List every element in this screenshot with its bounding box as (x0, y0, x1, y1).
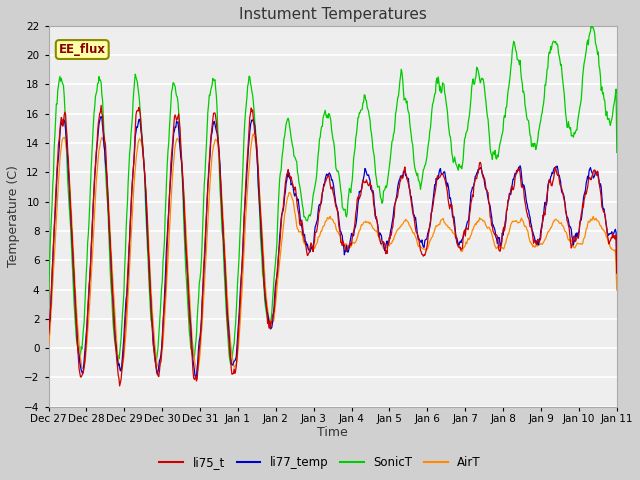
li77_temp (408, 201, 416, 206)
AirT (376, 237, 384, 243)
AirT (45, 342, 52, 348)
li75_t (536, 240, 543, 245)
li75_t (116, 383, 124, 389)
AirT (536, 242, 543, 248)
AirT (250, 131, 257, 137)
SonicT (45, 303, 52, 309)
SonicT (79, 327, 87, 333)
SonicT (588, 21, 595, 27)
li75_t (376, 237, 384, 243)
Y-axis label: Temperature (C): Temperature (C) (7, 166, 20, 267)
SonicT (535, 129, 543, 134)
AirT (613, 287, 621, 293)
li75_t (477, 161, 484, 167)
SonicT (390, 130, 398, 135)
Legend: li75_t, li77_temp, SonicT, AirT: li75_t, li77_temp, SonicT, AirT (155, 452, 485, 474)
SonicT (408, 132, 415, 138)
Line: SonicT: SonicT (49, 24, 617, 364)
X-axis label: Time: Time (317, 426, 348, 440)
AirT (408, 228, 416, 233)
SonicT (476, 80, 484, 86)
li77_temp (477, 165, 484, 171)
Line: li75_t: li75_t (49, 106, 617, 386)
AirT (193, 369, 201, 375)
Line: li77_temp: li77_temp (49, 117, 617, 376)
SonicT (227, 361, 234, 367)
li77_temp (97, 114, 105, 120)
li77_temp (391, 202, 399, 207)
AirT (477, 216, 484, 222)
li77_temp (613, 270, 621, 276)
li75_t (45, 332, 52, 338)
Line: AirT: AirT (49, 134, 617, 372)
li75_t (408, 205, 416, 211)
SonicT (376, 183, 383, 189)
Title: Instument Temperatures: Instument Temperatures (239, 7, 427, 22)
li77_temp (536, 236, 543, 242)
li77_temp (376, 230, 384, 236)
AirT (79, 365, 87, 371)
li75_t (613, 270, 621, 276)
SonicT (613, 150, 621, 156)
AirT (391, 232, 399, 238)
Text: EE_flux: EE_flux (59, 43, 106, 56)
li75_t (79, 369, 87, 374)
li75_t (97, 103, 105, 108)
li75_t (391, 201, 399, 207)
li77_temp (192, 373, 200, 379)
li77_temp (45, 331, 52, 336)
li77_temp (79, 367, 87, 373)
